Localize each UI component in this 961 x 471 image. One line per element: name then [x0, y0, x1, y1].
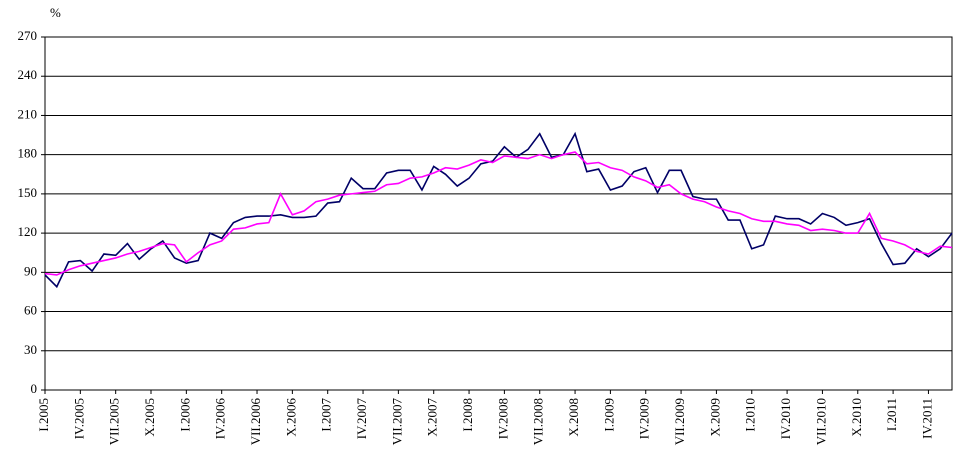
x-tick-label: I.2007	[319, 398, 334, 432]
x-tick-label: I.2011	[884, 398, 899, 431]
x-tick-label: VII.2008	[531, 398, 546, 445]
x-tick-label: I.2006	[177, 398, 192, 432]
x-tick-label: X.2010	[849, 398, 864, 437]
x-tick-label: VII.2010	[813, 398, 828, 445]
x-tick-label: X.2006	[283, 398, 298, 437]
x-tick-label: VII.2009	[672, 398, 687, 445]
x-tick-label: X.2009	[707, 398, 722, 437]
x-tick-label: X.2008	[566, 398, 581, 437]
y-tick-label: 30	[24, 342, 37, 357]
y-tick-label: 150	[18, 185, 38, 200]
x-tick-label: IV.2006	[213, 398, 228, 440]
x-tick-label: I.2010	[743, 398, 758, 432]
y-axis-label: %	[50, 5, 61, 20]
x-tick-label: VII.2006	[248, 398, 263, 446]
x-tick-label: X.2005	[142, 398, 157, 437]
x-tick-label: IV.2011	[919, 398, 934, 439]
plot-border	[44, 36, 953, 391]
y-tick-label: 210	[18, 106, 38, 121]
x-tick-label: IV.2005	[71, 398, 86, 439]
x-tick-label: IV.2008	[495, 398, 510, 439]
x-tick-label: I.2008	[460, 398, 475, 432]
x-tick-label: VII.2005	[107, 398, 122, 445]
y-tick-label: 240	[18, 67, 38, 82]
x-tick-label: IV.2009	[637, 398, 652, 439]
y-tick-label: 60	[24, 303, 37, 318]
y-tick-label: 180	[18, 146, 38, 161]
x-tick-label: VII.2007	[389, 398, 404, 446]
x-tick-label: I.2005	[36, 398, 51, 432]
y-tick-label: 90	[24, 263, 37, 278]
x-tick-label: I.2009	[601, 398, 616, 432]
series-line	[44, 131, 953, 289]
x-tick-label: IV.2010	[778, 398, 793, 439]
series-line	[44, 151, 953, 276]
y-tick-label: 270	[18, 28, 38, 43]
x-tick-label: IV.2007	[354, 398, 369, 440]
x-tick-label: X.2007	[425, 398, 440, 437]
y-tick-label: 120	[18, 224, 38, 239]
y-tick-label: 0	[31, 381, 38, 396]
